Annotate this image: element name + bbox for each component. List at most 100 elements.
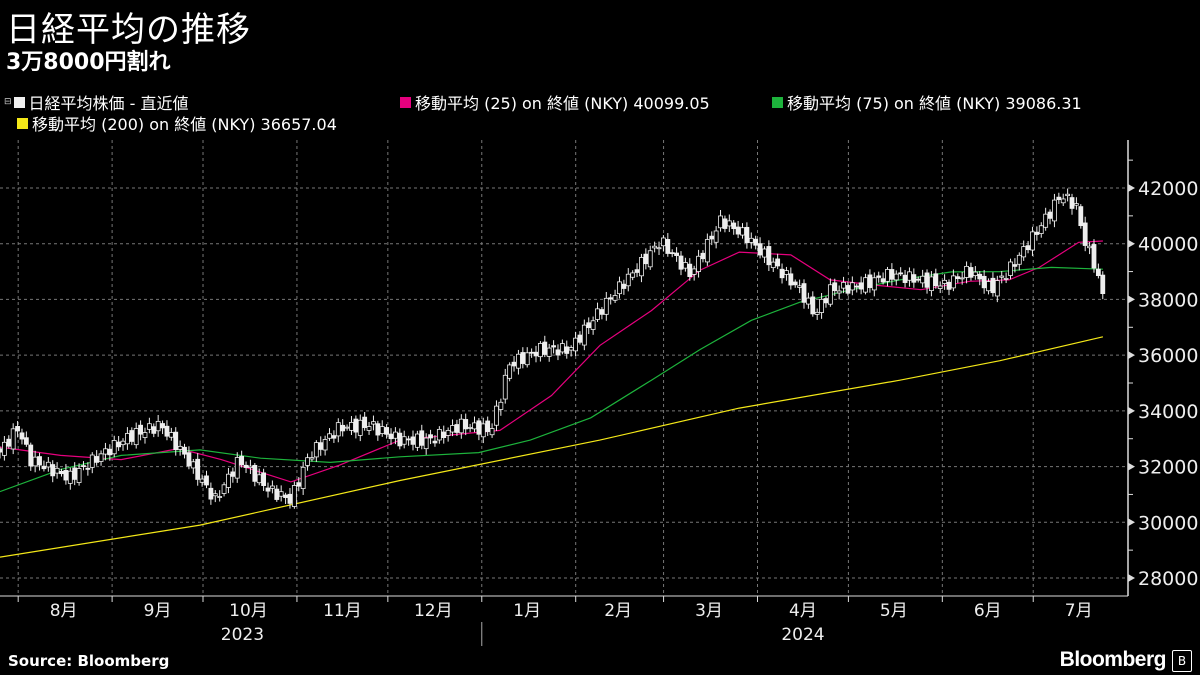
x-year-label: 2023 [221, 625, 264, 645]
x-month-label: 12月 [414, 601, 453, 621]
candle-body [876, 275, 882, 278]
candle-body [432, 440, 438, 444]
candle-body [854, 285, 860, 288]
candle-body [160, 423, 165, 429]
candle-body [384, 427, 390, 435]
candle-body [309, 457, 315, 460]
candle-body [28, 444, 34, 467]
candle-body [634, 269, 640, 273]
candle-body [797, 285, 803, 288]
candle-body [753, 238, 759, 246]
candle-body [265, 487, 271, 492]
candle-body [190, 461, 196, 469]
candle-body [186, 452, 192, 467]
candle-body [195, 458, 201, 480]
candle-body [1074, 203, 1079, 206]
candle-body [50, 464, 56, 477]
candle-body [107, 448, 113, 456]
candle-body [762, 248, 767, 258]
candle-body [502, 374, 508, 400]
candle-body [836, 290, 842, 294]
candle-body [221, 484, 227, 494]
candle-body [937, 285, 943, 289]
candle-body [788, 273, 794, 286]
x-year-label: 2024 [781, 625, 824, 645]
candle-body [775, 258, 781, 267]
candle-body [902, 274, 908, 283]
candle-body [379, 426, 385, 434]
candle-body [599, 309, 605, 315]
candle-body [1003, 278, 1009, 280]
candle-body [898, 272, 904, 275]
y-tick-label: 42000 [1138, 178, 1198, 200]
candle-body [621, 283, 627, 289]
x-month-label: 3月 [695, 601, 723, 621]
candle-body [494, 405, 499, 426]
y-tick-arrow [1128, 574, 1135, 582]
candle-body [10, 428, 16, 450]
candle-body [296, 482, 302, 487]
candle-body [436, 429, 442, 441]
y-tick-arrow [1128, 462, 1135, 471]
candle-body [230, 471, 236, 477]
candle-body [54, 467, 60, 474]
candle-body [98, 453, 104, 462]
y-tick-arrow [1128, 239, 1135, 248]
candle-body [959, 277, 965, 280]
candle-body [256, 474, 262, 484]
chart-subtitle: 3万8000円割れ [6, 50, 171, 75]
y-tick-arrow [1128, 406, 1135, 415]
candle-body [239, 455, 245, 466]
candle-body [907, 271, 912, 281]
legend-label: 移動平均 (25) on 終値 (NKY) 40099.05 [415, 94, 710, 113]
candle-body [283, 494, 288, 498]
candle-body [480, 423, 486, 438]
candle-body [414, 433, 420, 448]
candle-body [546, 347, 552, 357]
candle-body [472, 422, 477, 430]
candle-body [630, 272, 636, 278]
candle-body [994, 280, 1000, 297]
x-month-label: 6月 [974, 601, 1002, 621]
candle-body [366, 426, 372, 431]
candle-body [252, 464, 258, 482]
candle-body [103, 448, 108, 455]
candle-body [590, 320, 596, 330]
candle-body [199, 478, 205, 483]
y-tick-label: 34000 [1138, 401, 1198, 423]
candle-body [770, 261, 776, 269]
candle-body [1043, 213, 1049, 228]
ma-line-ma200 [0, 336, 1104, 558]
candle-body [41, 465, 47, 470]
candle-body [322, 439, 328, 451]
candle-body [915, 278, 921, 281]
candle-body [806, 297, 811, 305]
candle-body [146, 423, 152, 430]
candle-body [885, 269, 890, 282]
candle-body [713, 230, 719, 243]
candle-body [858, 282, 864, 290]
candle-body [573, 337, 578, 352]
candle-body [327, 433, 332, 439]
candle-body [419, 430, 425, 446]
bloomberg-b-icon: B [1172, 650, 1192, 672]
candle-body [669, 252, 675, 255]
candle-body [357, 419, 363, 436]
candle-body [617, 281, 622, 295]
candle-body [1, 441, 7, 456]
candle-body [665, 239, 671, 254]
candle-body [155, 420, 161, 432]
candle-body [726, 220, 732, 227]
candle-body [661, 237, 666, 247]
candle-body [542, 341, 548, 355]
chart-title: 日経平均の推移 [6, 10, 251, 50]
candle-body [248, 465, 253, 469]
candle-body [261, 472, 267, 487]
candle-body [529, 351, 535, 354]
candle-body [577, 334, 583, 343]
candle-body [406, 438, 411, 441]
legend-swatch-ma75 [772, 96, 783, 108]
candle-body [450, 425, 455, 433]
legend-label: 移動平均 (75) on 終値 (NKY) 39086.31 [787, 94, 1082, 113]
candle-body [226, 473, 231, 488]
